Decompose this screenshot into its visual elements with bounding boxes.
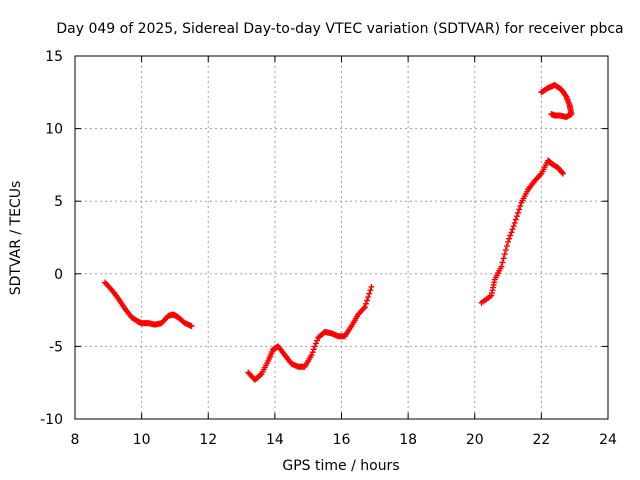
data-point	[560, 170, 567, 177]
x-tick-label: 8	[71, 432, 80, 448]
data-point	[513, 213, 520, 220]
x-tick-label: 10	[133, 432, 151, 448]
x-tick-label: 18	[399, 432, 417, 448]
data-point	[502, 247, 509, 254]
y-tick-label: 0	[54, 267, 63, 283]
data-point	[312, 340, 319, 347]
data-point	[361, 304, 368, 311]
data-point	[309, 349, 316, 356]
data-point	[314, 337, 321, 344]
data-point	[512, 216, 519, 223]
y-tick-label: 10	[45, 122, 63, 138]
y-tick-label: 15	[45, 49, 63, 65]
x-axis-label: GPS time / hours	[282, 458, 399, 474]
y-axis-label: SDTVAR / TECUs	[8, 181, 24, 296]
data-point	[505, 238, 512, 245]
x-tick-label: 16	[333, 432, 351, 448]
data-point	[257, 371, 264, 378]
data-point	[188, 323, 195, 330]
data-point	[506, 235, 513, 242]
data-point	[501, 251, 508, 258]
x-tick-label: 22	[532, 432, 550, 448]
chart-title: Day 049 of 2025, Sidereal Day-to-day VTE…	[56, 21, 623, 37]
y-tick-labels: -10 -5 0 5 10 15	[40, 49, 63, 428]
grid-lines	[75, 56, 608, 419]
data-point	[367, 287, 374, 294]
data-point	[310, 346, 317, 353]
data-point	[365, 294, 372, 301]
data-point	[508, 229, 515, 236]
data-point	[308, 352, 315, 359]
x-tick-label: 20	[466, 432, 484, 448]
data-point	[503, 242, 510, 249]
data-point	[498, 263, 505, 270]
data-point	[515, 209, 522, 216]
data-points	[101, 82, 575, 383]
y-tick-label: 5	[54, 194, 63, 210]
data-point	[510, 223, 517, 230]
y-tick-label: -5	[49, 339, 63, 355]
data-point	[311, 343, 318, 350]
data-point	[499, 259, 506, 266]
y-tick-label: -10	[40, 412, 63, 428]
x-tick-label: 24	[599, 432, 617, 448]
data-point	[366, 290, 373, 297]
data-point	[360, 305, 367, 312]
data-point	[507, 232, 514, 239]
data-point	[509, 226, 516, 233]
data-point	[500, 255, 507, 262]
data-point	[362, 300, 369, 307]
x-tick-label: 12	[199, 432, 217, 448]
x-tick-label: 14	[266, 432, 284, 448]
data-point	[516, 206, 523, 213]
data-point	[517, 203, 524, 210]
data-point	[368, 283, 375, 290]
data-point	[511, 219, 518, 226]
data-point	[559, 169, 566, 176]
plot-frame	[74, 55, 609, 420]
data-point	[364, 297, 371, 304]
x-tick-labels: 8 10 12 14 16 18 20 22 24	[71, 432, 617, 448]
data-point	[548, 111, 555, 118]
data-point	[537, 171, 544, 178]
